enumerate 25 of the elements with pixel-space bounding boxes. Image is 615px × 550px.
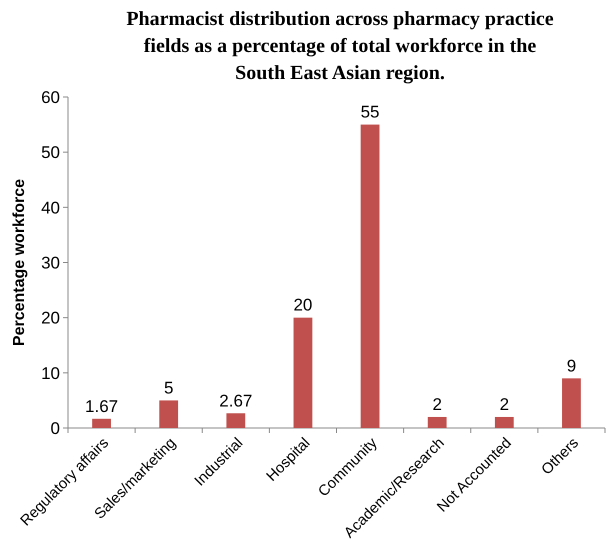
chart-title: Pharmacist distribution across pharmacy practice fields as a percentage of total workforce in the South East Asian region.	[126, 8, 554, 84]
bar	[92, 418, 111, 428]
data-label: 1.67	[85, 396, 118, 416]
bar	[159, 400, 178, 428]
y-tick-label: 50	[41, 143, 60, 162]
bar	[494, 416, 514, 428]
bar	[360, 124, 380, 428]
data-label: 2.67	[219, 391, 252, 410]
y-tick-label: 0	[50, 418, 60, 438]
bar	[294, 318, 312, 428]
y-tick-label: 40	[41, 198, 60, 218]
bar	[562, 378, 581, 428]
data-label: 2	[500, 394, 510, 414]
y-tick-label: 10	[41, 364, 60, 383]
y-tick-label: 60	[41, 88, 60, 107]
bar	[226, 413, 246, 428]
data-label: 9	[566, 356, 576, 376]
data-label: 55	[360, 102, 380, 122]
y-tick-label: 30	[41, 253, 60, 272]
data-label: 20	[293, 296, 312, 315]
data-label: 2	[432, 394, 442, 414]
bar	[428, 416, 447, 428]
data-label: 5	[164, 378, 174, 398]
y-tick-label: 20	[41, 308, 60, 328]
y-axis-title: Percentage workforce	[11, 178, 28, 346]
